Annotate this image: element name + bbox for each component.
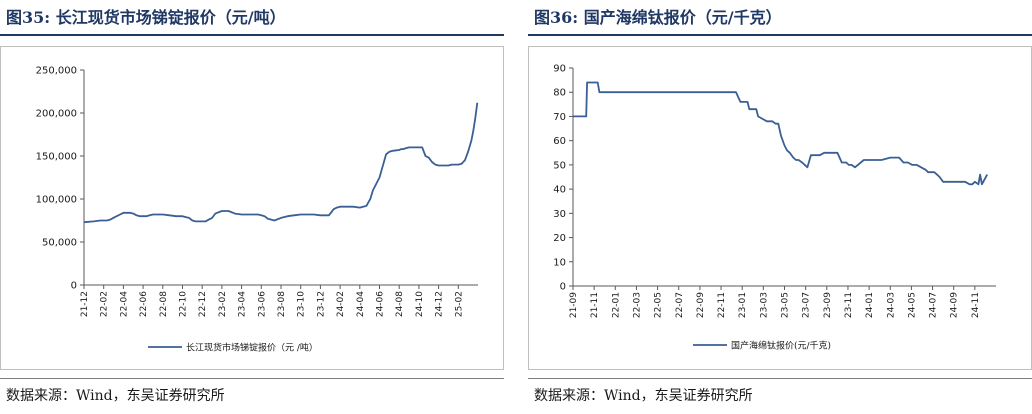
x-tick-label: 24-03: [886, 292, 896, 318]
data-source: 数据来源：Wind，东吴证券研究所: [6, 388, 225, 404]
x-tick-label: 21-09: [569, 292, 579, 318]
source-divider: [0, 378, 504, 379]
x-tick-label: 23-09: [823, 292, 833, 318]
x-tick-label: 22-01: [611, 292, 621, 318]
y-tick-label: 20: [553, 233, 566, 244]
x-tick-label: 25-02: [454, 291, 464, 317]
x-tick-label: 24-05: [907, 292, 917, 318]
x-tick-label: 24-07: [929, 292, 939, 318]
x-tick-label: 24-06: [376, 291, 386, 317]
x-tick-label: 24-01: [865, 292, 875, 318]
y-tick-label: 70: [553, 112, 566, 123]
x-tick-label: 23-07: [802, 292, 812, 318]
chart-frame: 0 50,000 100,000 150,000 200,000 250,000 21-12…: [0, 46, 504, 370]
x-tick-label: 23-03: [759, 292, 769, 318]
y-tick-label: 150,000: [36, 152, 77, 163]
figure-title: 图35: 长江现货市场锑锭报价（元/吨）: [6, 8, 286, 27]
series-line: [83, 102, 479, 224]
x-tick-label: 23-01: [738, 292, 748, 318]
x-tick-label: 24-08: [395, 291, 405, 317]
x-tick-label: 24-12: [435, 291, 445, 317]
x-tick-label: 24-02: [336, 291, 346, 317]
y-tick-label: 100,000: [36, 195, 77, 206]
x-tick-label: 22-02: [100, 291, 110, 317]
x-tick-label: 21-11: [590, 292, 600, 318]
x-tick-label: 22-10: [179, 291, 189, 317]
x-tick-label: 23-10: [297, 291, 307, 317]
y-tick-label: 30: [553, 209, 566, 220]
title-divider: [528, 34, 1032, 36]
x-tick-label: 23-06: [257, 291, 267, 317]
x-tick-label: 24-09: [950, 292, 960, 318]
x-tick-label: 22-06: [139, 291, 149, 317]
x-tick-label: 24-10: [415, 291, 425, 317]
y-tick-label: 10: [553, 257, 566, 268]
y-tick-label: 0: [71, 281, 77, 292]
y-tick-label: 50,000: [42, 238, 77, 249]
y-tick-label: 90: [553, 64, 566, 75]
x-tick-label: 22-08: [159, 291, 169, 317]
antimony-price-chart: 0 50,000 100,000 150,000 200,000 250,000 21-12…: [36, 66, 479, 354]
x-tick-label: 24-11: [971, 292, 981, 318]
figure-title: 图36: 国产海绵钛报价（元/千克）: [534, 8, 782, 27]
x-tick-label: 23-05: [781, 292, 791, 318]
x-tick-label: 22-05: [654, 292, 664, 318]
x-tick-label: 22-11: [717, 292, 727, 318]
figure-36-panel: 图36: 国产海绵钛报价（元/千克） 0 10 20 30 40 50 60 70 80 90 21…: [528, 0, 1032, 414]
legend-label: 国产海绵钛报价(元/千克): [731, 340, 831, 352]
x-tick-label: 22-03: [632, 292, 642, 318]
data-source: 数据来源：Wind，东吴证券研究所: [534, 388, 753, 404]
y-tick-label: 40: [553, 185, 566, 196]
y-tick-label: 60: [553, 136, 566, 147]
x-tick-label: 22-07: [675, 292, 685, 318]
y-tick-label: 250,000: [36, 66, 77, 77]
x-tick-label: 22-04: [119, 291, 129, 317]
title-divider: [0, 34, 504, 36]
chart-frame: 0 10 20 30 40 50 60 70 80 90 21-09 21-11 22-01 22-03 2…: [528, 46, 1032, 370]
x-tick-label: 23-04: [238, 291, 248, 317]
x-tick-label: 23-02: [218, 291, 228, 317]
y-tick-label: 80: [553, 88, 566, 99]
x-tick-label: 23-08: [277, 291, 287, 317]
x-tick-label: 22-09: [696, 292, 706, 318]
x-tick-label: 23-11: [844, 292, 854, 318]
figure-35-panel: 图35: 长江现货市场锑锭报价（元/吨） 0 50,000 100,000 150,0…: [0, 0, 504, 414]
source-divider: [528, 378, 1032, 379]
y-tick-label: 0: [560, 282, 566, 293]
legend-label: 长江现货市场锑锭报价（元 /吨）: [186, 342, 318, 354]
x-tick-label: 24-04: [356, 291, 366, 317]
y-tick-label: 200,000: [36, 109, 77, 120]
titanium-sponge-price-chart: 0 10 20 30 40 50 60 70 80 90 21-09 21-11 22-01 22-03 2…: [553, 64, 996, 352]
x-tick-label: 21-12: [80, 291, 90, 317]
x-tick-label: 23-12: [316, 291, 326, 317]
y-tick-label: 50: [553, 160, 566, 171]
series-line: [573, 81, 988, 186]
x-tick-label: 22-12: [198, 291, 208, 317]
